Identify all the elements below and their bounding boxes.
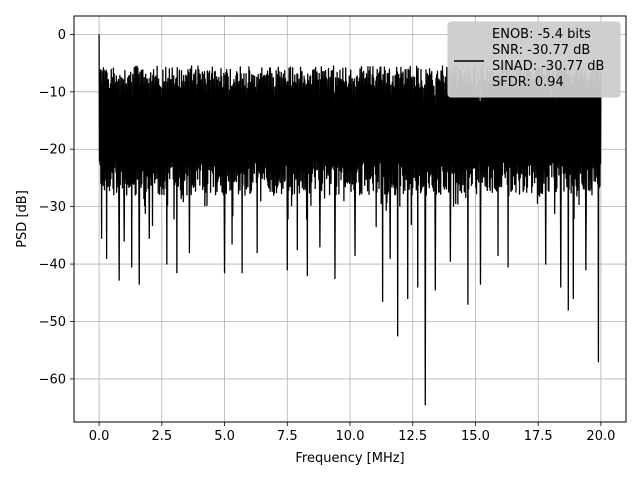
- y-tick-label: −30: [39, 200, 66, 215]
- x-tick-label: 10.0: [336, 429, 365, 444]
- x-axis-label: Frequency [MHz]: [295, 451, 404, 466]
- x-tick-label: 20.0: [586, 429, 615, 444]
- y-tick-label: −60: [39, 372, 66, 387]
- legend-box: [447, 21, 621, 98]
- x-tick-label: 17.5: [524, 429, 553, 444]
- legend-entry-enob: ENOB: -5.4 bits: [492, 27, 591, 42]
- legend-entry-sfdr: SFDR: 0.94: [492, 75, 564, 90]
- x-tick-label: 2.5: [151, 429, 172, 444]
- y-tick-label: −20: [39, 143, 66, 158]
- psd-series-line: [98, 34, 602, 406]
- y-tick-label: −50: [39, 315, 66, 330]
- legend: ENOB: -5.4 bits SNR: -30.77 dB SINAD: -3…: [447, 21, 621, 98]
- x-tick-label: 0.0: [89, 429, 110, 444]
- legend-entry-snr: SNR: -30.77 dB: [492, 43, 590, 58]
- x-tick-label: 7.5: [277, 429, 298, 444]
- x-tick-label: 5.0: [214, 429, 235, 444]
- y-tick-label: −40: [39, 258, 66, 273]
- legend-entry-sinad: SINAD: -30.77 dB: [492, 59, 604, 74]
- x-tick-label: 15.0: [461, 429, 490, 444]
- y-axis-ticks: 0 −10 −20 −30 −40 −50 −60: [39, 28, 74, 387]
- y-tick-label: −10: [39, 85, 66, 100]
- psd-trace: [98, 34, 602, 406]
- y-tick-label: 0: [58, 28, 66, 43]
- x-tick-label: 12.5: [398, 429, 427, 444]
- y-axis-label: PSD [dB]: [15, 190, 30, 248]
- x-axis-ticks: 0.0 2.5 5.0 7.5 10.0 12.5 15.0 17.5 20.0: [89, 422, 615, 444]
